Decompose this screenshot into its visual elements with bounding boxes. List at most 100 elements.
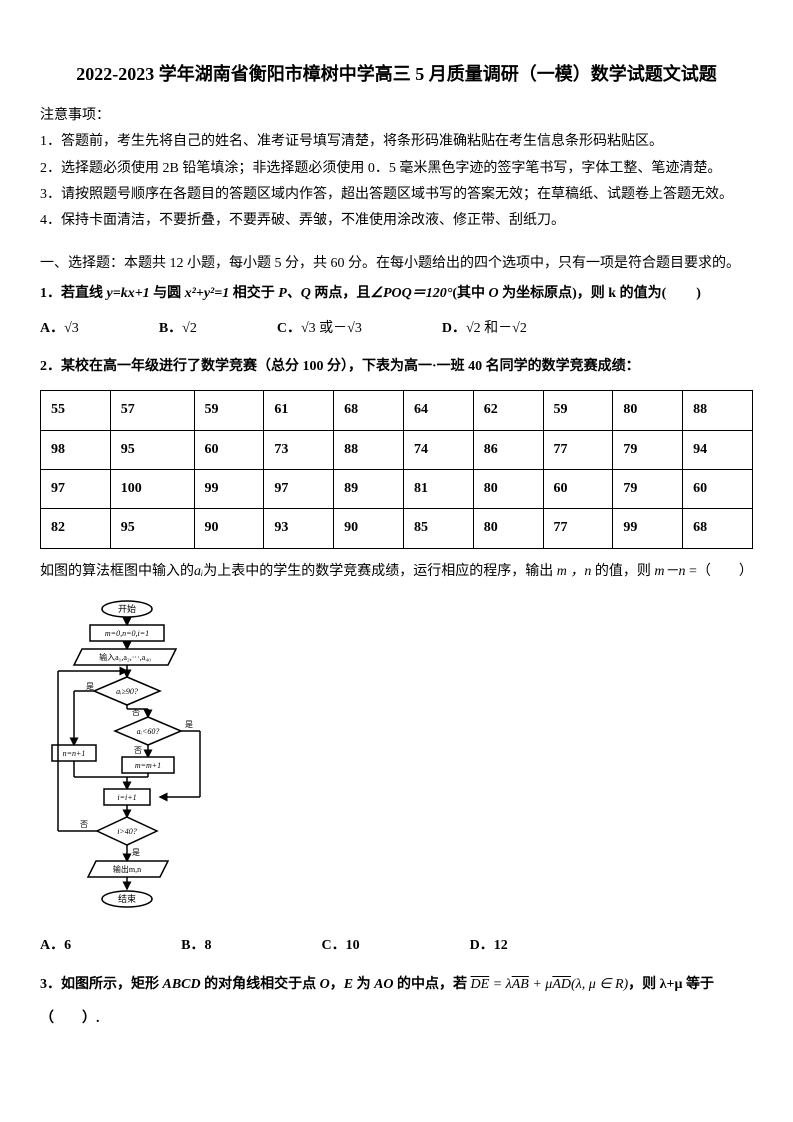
notice-item-4: 4．保持卡面清洁，不要折叠，不要弄破、弄皱，不准使用涂改液、修正带、刮纸刀。 — [40, 210, 753, 232]
fc-act2: m=m+1 — [135, 761, 161, 770]
q2-option-a: A．6 — [40, 935, 71, 957]
q3-e: E — [344, 977, 353, 992]
cell: 77 — [543, 430, 613, 469]
q3-abcd: ABCD — [163, 977, 201, 992]
cell: 98 — [41, 430, 111, 469]
cell: 55 — [41, 391, 111, 430]
q3-mid2: ， — [330, 977, 344, 992]
q1-mid4: (其中 — [452, 286, 488, 301]
q2-mn: m ，n — [557, 564, 592, 579]
cell: 97 — [264, 470, 334, 509]
q2-text2-mid2: 的值，则 — [591, 564, 654, 579]
question-1: 1．若直线 y=kx+1 与圆 x²+y²=1 相交于 P、Q 两点，且∠POQ… — [40, 283, 753, 305]
fc-act1: n=n+1 — [63, 749, 86, 758]
fc-input: 输入a₁,a₂,···,a₄₀ — [99, 652, 151, 662]
cell: 86 — [473, 430, 543, 469]
cell: 89 — [334, 470, 404, 509]
q1-end: 为坐标原点)，则 k 的值为( — [499, 286, 667, 301]
fc-no3: 否 — [80, 820, 88, 829]
q2-formula: m－n — [654, 564, 685, 579]
cell: 80 — [473, 509, 543, 548]
q2-options: A．6 B．8 C．10 D．12 — [40, 935, 753, 957]
q1-o: O — [489, 286, 499, 301]
q1-formula2: x²+y²=1 — [185, 286, 230, 301]
cell: 60 — [683, 470, 753, 509]
q3-end: ，则 λ+μ 等于 — [628, 977, 714, 992]
fc-output: 输出m,n — [113, 864, 141, 874]
cell: 57 — [110, 391, 194, 430]
cell: 80 — [473, 470, 543, 509]
q3-plus: + μ — [529, 977, 552, 992]
cell: 88 — [683, 391, 753, 430]
cell: 59 — [543, 391, 613, 430]
question-3: 3．如图所示，矩形 ABCD 的对角线相交于点 O，E 为 AO 的中点，若 D… — [40, 974, 753, 996]
q1-mid1: 与圆 — [150, 286, 185, 301]
section-1-header: 一、选择题：本题共 12 小题，每小题 5 分，共 60 分。在每小题给出的四个… — [40, 253, 753, 275]
cell: 79 — [613, 430, 683, 469]
q3-mid3: 为 — [353, 977, 374, 992]
fc-cond2: aᵢ<60? — [137, 727, 160, 736]
cell: 97 — [41, 470, 111, 509]
cell: 88 — [334, 430, 404, 469]
scores-table: 55 57 59 61 68 64 62 59 80 88 98 95 60 7… — [40, 390, 753, 549]
cell: 90 — [334, 509, 404, 548]
q2-option-d: D．12 — [470, 935, 508, 957]
fc-init: m=0,n=0,i=1 — [105, 629, 149, 638]
cell: 79 — [613, 470, 683, 509]
q1-mid2: 相交于 — [229, 286, 278, 301]
q1-mid3: 两点，且 — [311, 286, 371, 301]
q1-options: A．√3 B．√2 C．√3 或－√3 D．√2 和－√2 — [40, 318, 753, 340]
cell: 85 — [403, 509, 473, 548]
fc-cond3: i>40? — [117, 827, 137, 836]
question-2-followup: 如图的算法框图中输入的aᵢ为上表中的学生的数学竞赛成绩，运行相应的程序，输出 m… — [40, 561, 753, 583]
q3-paren2: （ ）. — [40, 1008, 753, 1030]
q3-de: DE — [471, 977, 490, 992]
fc-end: 结束 — [118, 893, 136, 904]
notice-item-2: 2．选择题必须使用 2B 铅笔填涂；非选择题必须使用 0．5 毫米黑色字迹的签字… — [40, 158, 753, 180]
table-row: 82 95 90 93 90 85 80 77 99 68 — [41, 509, 753, 548]
q3-mid4: 的中点，若 — [394, 977, 471, 992]
fc-no2: 否 — [134, 746, 142, 755]
fc-inc: i=i+1 — [117, 793, 136, 802]
cell: 62 — [473, 391, 543, 430]
fc-start: 开始 — [118, 603, 136, 614]
fc-yes3: 是 — [132, 848, 140, 857]
cell: 61 — [264, 391, 334, 430]
q1-prefix: 1．若直线 — [40, 286, 107, 301]
q1-option-a: A．√3 — [40, 318, 79, 340]
fc-yes1: 是 — [86, 682, 94, 691]
exam-title: 2022-2023 学年湖南省衡阳市樟树中学高三 5 月质量调研（一模）数学试题… — [40, 60, 753, 89]
q3-o: O — [320, 977, 330, 992]
cell: 99 — [613, 509, 683, 548]
q2-option-b: B．8 — [181, 935, 211, 957]
cell: 99 — [194, 470, 264, 509]
q2-text2-prefix: 如图的算法框图中输入的 — [40, 564, 194, 579]
notice-item-3: 3．请按照题号顺序在各题目的答题区域内作答，超出答题区域书写的答案无效；在草稿纸… — [40, 184, 753, 206]
cell: 59 — [194, 391, 264, 430]
q2-text2-end: =（ ） — [685, 564, 752, 579]
q3-ad: AD — [552, 977, 571, 992]
cell: 60 — [543, 470, 613, 509]
q2-option-c: C．10 — [321, 935, 359, 957]
q1-pq: P、Q — [278, 286, 311, 301]
cell: 95 — [110, 509, 194, 548]
cell: 90 — [194, 509, 264, 548]
cell: 81 — [403, 470, 473, 509]
q3-ao: AO — [374, 977, 393, 992]
cell: 80 — [613, 391, 683, 430]
q2-text2-mid: 为上表中的学生的数学竞赛成绩，运行相应的程序，输出 — [203, 564, 557, 579]
q1-option-b: B．√2 — [159, 318, 197, 340]
q3-ab: AB — [512, 977, 529, 992]
q1-formula1: y=kx+1 — [107, 286, 150, 301]
table-row: 98 95 60 73 88 74 86 77 79 94 — [41, 430, 753, 469]
cell: 60 — [194, 430, 264, 469]
notice-header: 注意事项： — [40, 105, 753, 127]
fc-cond1: aᵢ≥90? — [116, 687, 138, 696]
cell: 93 — [264, 509, 334, 548]
q3-prefix: 3．如图所示，矩形 — [40, 977, 163, 992]
table-row: 97 100 99 97 89 81 80 60 79 60 — [41, 470, 753, 509]
cell: 74 — [403, 430, 473, 469]
cell: 73 — [264, 430, 334, 469]
cell: 100 — [110, 470, 194, 509]
table-row: 55 57 59 61 68 64 62 59 80 88 — [41, 391, 753, 430]
